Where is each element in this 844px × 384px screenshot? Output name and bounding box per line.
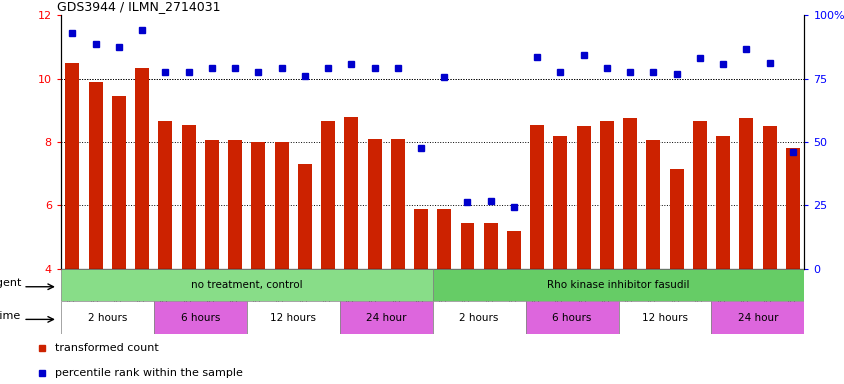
Bar [181, 125, 195, 269]
Bar [529, 125, 544, 269]
Bar [89, 82, 102, 269]
Bar [715, 136, 729, 269]
Bar [646, 141, 659, 269]
Bar [622, 118, 636, 269]
Text: GDS3944 / ILMN_2714031: GDS3944 / ILMN_2714031 [57, 0, 220, 13]
Bar [711, 301, 803, 334]
Bar [390, 139, 404, 269]
Bar [483, 223, 497, 269]
Text: no treatment, control: no treatment, control [191, 280, 302, 290]
Bar [599, 121, 613, 269]
Bar [414, 209, 427, 269]
Bar [761, 126, 776, 269]
Bar [436, 209, 451, 269]
Text: 6 hours: 6 hours [181, 313, 219, 323]
Text: 12 hours: 12 hours [270, 313, 316, 323]
Text: 24 hour: 24 hour [365, 313, 406, 323]
Bar [274, 142, 288, 269]
Bar [158, 121, 172, 269]
Bar [66, 63, 79, 269]
Bar [506, 231, 520, 269]
Bar [785, 149, 798, 269]
Text: percentile rank within the sample: percentile rank within the sample [55, 368, 242, 378]
Text: transformed count: transformed count [55, 343, 159, 353]
Bar [576, 126, 590, 269]
Bar [553, 136, 566, 269]
Bar [460, 223, 473, 269]
Text: 6 hours: 6 hours [552, 313, 591, 323]
Bar [228, 141, 241, 269]
Bar [111, 96, 126, 269]
Bar [61, 269, 432, 301]
Bar [61, 301, 154, 334]
Bar [668, 169, 683, 269]
Bar [321, 121, 334, 269]
Text: 12 hours: 12 hours [641, 313, 687, 323]
Bar [344, 117, 358, 269]
Bar [738, 118, 752, 269]
Bar [297, 164, 311, 269]
Bar [525, 301, 618, 334]
Bar [618, 301, 711, 334]
Bar [339, 301, 432, 334]
Text: Rho kinase inhibitor fasudil: Rho kinase inhibitor fasudil [547, 280, 689, 290]
Bar [367, 139, 381, 269]
Bar [432, 269, 803, 301]
Bar [251, 142, 265, 269]
Bar [692, 121, 706, 269]
Bar [204, 141, 219, 269]
Bar [432, 301, 525, 334]
Bar [246, 301, 339, 334]
Text: time: time [0, 311, 21, 321]
Text: 2 hours: 2 hours [459, 313, 498, 323]
Text: 24 hour: 24 hour [737, 313, 777, 323]
Text: agent: agent [0, 278, 21, 288]
Bar [154, 301, 246, 334]
Bar [135, 68, 149, 269]
Text: 2 hours: 2 hours [88, 313, 127, 323]
